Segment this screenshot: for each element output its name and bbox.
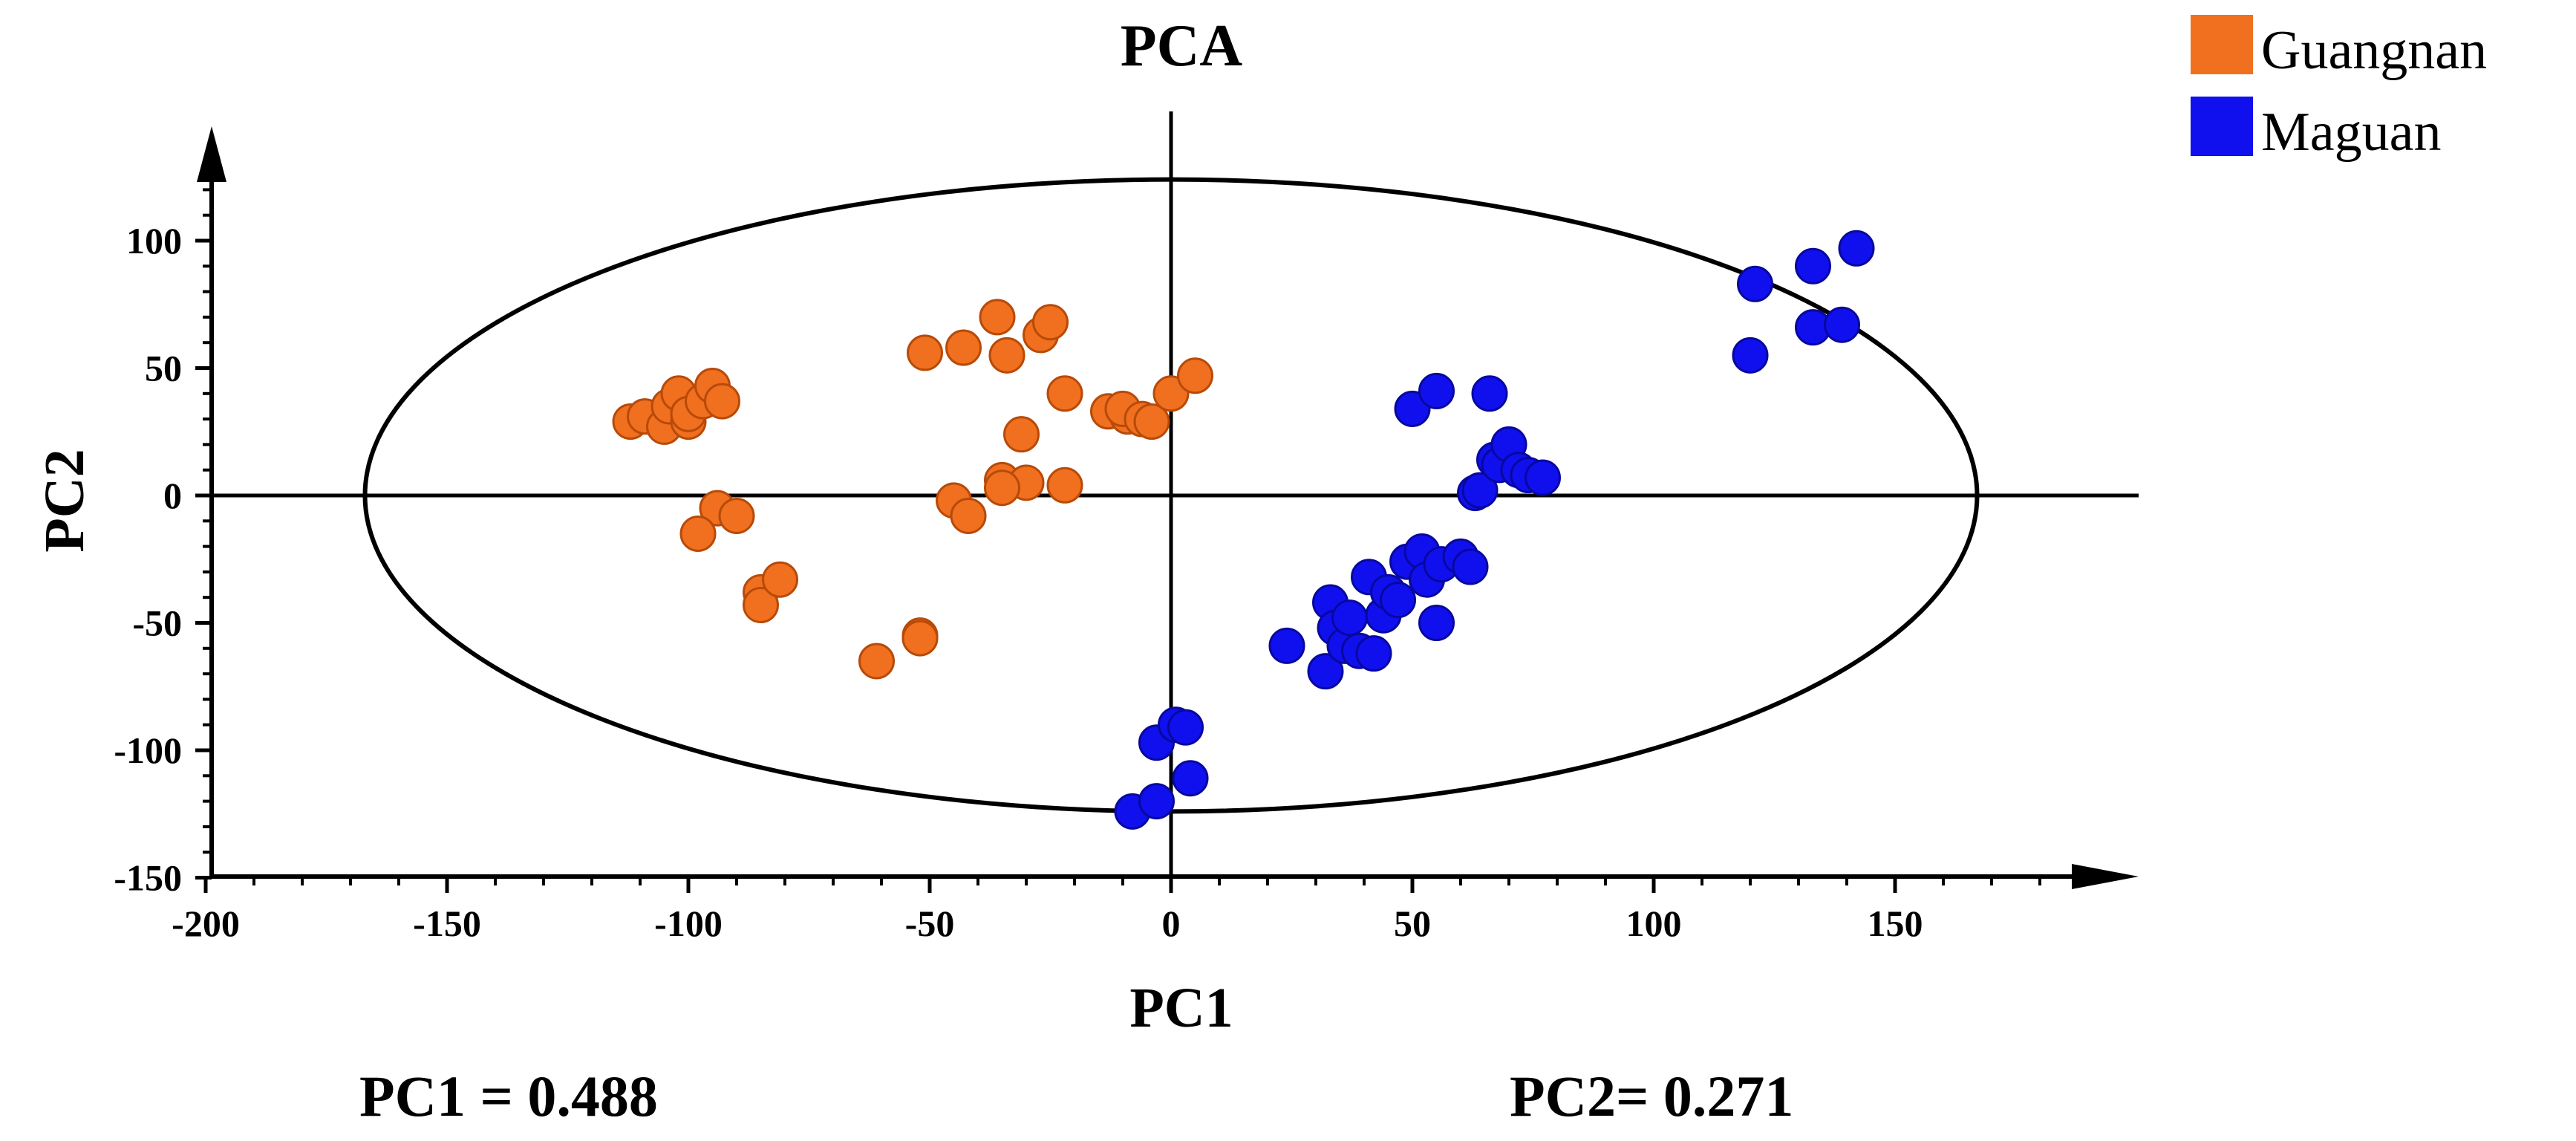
data-point-maguan (1838, 230, 1875, 267)
chart-title: PCA (1121, 13, 1243, 79)
y-tick-label: 100 (126, 220, 182, 261)
data-point-maguan (1525, 459, 1561, 496)
x-tick-label: -100 (654, 903, 723, 944)
pc1-variance-label: PC1 = 0.488 (359, 1064, 658, 1128)
x-tick-label: -150 (413, 903, 481, 944)
x-tick-label: 150 (1868, 903, 1923, 944)
data-point-maguan (1452, 548, 1489, 585)
data-point-maguan (1824, 306, 1860, 343)
data-point-maguan (1268, 627, 1305, 664)
data-point-guangnan (743, 586, 779, 623)
legend-swatch-maguan (2191, 97, 2253, 156)
data-point-guangnan (901, 620, 939, 657)
data-point-guangnan (1177, 357, 1213, 394)
x-tick-label: -50 (905, 903, 955, 944)
data-point-guangnan (945, 329, 982, 366)
y-tick-label: -150 (114, 857, 182, 899)
data-point-maguan (1172, 760, 1209, 797)
x-tick-label: 50 (1394, 903, 1431, 944)
data-point-guangnan (984, 469, 1020, 507)
data-point-guangnan (950, 497, 987, 534)
data-point-guangnan (1133, 403, 1170, 441)
x-tick-label: 100 (1626, 903, 1682, 944)
pc2-variance-label: PC2= 0.271 (1510, 1064, 1793, 1128)
data-point-guangnan (988, 337, 1025, 374)
legend-label-maguan: Maguan (2261, 102, 2442, 163)
ticks-layer: -200 -150 -100 -50 0 50 100 150-150-100-5005010… (114, 163, 2041, 944)
data-point-guangnan (762, 561, 798, 598)
x-axis-arrow (2072, 864, 2139, 889)
points-layer (612, 230, 1875, 830)
y-tick-label: 50 (145, 348, 182, 389)
data-point-guangnan (1046, 375, 1083, 412)
data-point-maguan (1471, 375, 1508, 412)
data-point-maguan (1795, 247, 1831, 285)
data-point-guangnan (704, 383, 740, 420)
legend: Guangnan Maguan (2191, 15, 2487, 163)
data-point-maguan (1418, 605, 1455, 641)
x-tick-label: 0 (1162, 903, 1181, 944)
data-point-guangnan (979, 299, 1016, 336)
axes-layer (197, 111, 2139, 889)
data-point-guangnan (679, 515, 717, 552)
data-point-maguan (1732, 337, 1769, 374)
y-axis-arrow (197, 126, 226, 182)
data-point-maguan (1380, 582, 1416, 619)
data-point-maguan (1331, 599, 1368, 637)
y-tick-label: -100 (114, 729, 182, 771)
data-point-guangnan (1046, 467, 1083, 504)
data-point-guangnan (858, 643, 895, 680)
data-point-maguan (1307, 653, 1344, 690)
x-tick-label: -200 (172, 903, 240, 944)
y-tick-label: -50 (132, 602, 182, 644)
data-point-guangnan (1003, 416, 1040, 453)
x-axis-label: PC1 (1129, 977, 1233, 1039)
legend-swatch-guangnan (2191, 15, 2253, 74)
data-point-guangnan (1032, 304, 1069, 341)
data-point-maguan (1737, 265, 1773, 302)
data-point-maguan (1355, 635, 1392, 672)
data-point-maguan (1461, 472, 1499, 509)
y-axis-label: PC2 (33, 449, 96, 552)
legend-label-guangnan: Guangnan (2261, 20, 2487, 81)
data-point-guangnan (718, 497, 755, 534)
data-point-maguan (1138, 783, 1175, 820)
data-point-maguan (1418, 372, 1455, 409)
data-point-guangnan (907, 334, 943, 371)
y-tick-label: 0 (163, 475, 182, 516)
data-point-maguan (1167, 709, 1204, 746)
